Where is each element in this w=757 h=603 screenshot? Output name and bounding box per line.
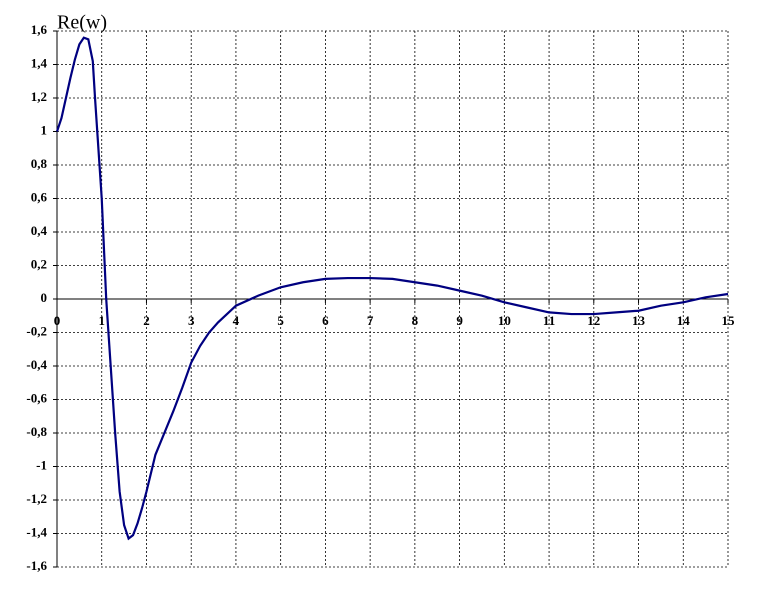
x-tick-label: 10 [498, 313, 511, 328]
y-tick-label: -1,4 [26, 524, 47, 539]
x-tick-label: 14 [677, 313, 691, 328]
x-tick-label: 15 [722, 313, 736, 328]
y-axis-label: Re(w) [57, 12, 107, 34]
x-tick-label: 9 [456, 313, 463, 328]
x-tick-label: 8 [412, 313, 419, 328]
y-tick-label: -1,6 [26, 558, 47, 573]
x-tick-label: 1 [98, 313, 105, 328]
line [55, 36, 729, 541]
x-tick-label: 3 [188, 313, 195, 328]
x-tick-label: 13 [632, 313, 646, 328]
y-tick-label: 1,4 [31, 55, 48, 70]
y-tick-label: 0 [41, 290, 48, 305]
y-tick-label: 0,4 [31, 223, 48, 238]
y-tick-label: 0,8 [31, 156, 48, 171]
y-tick-label: 1 [41, 122, 48, 137]
y-tick-label: 1,6 [31, 22, 48, 37]
y-tick-label: -1,2 [26, 491, 47, 506]
y-tick-label: 0,2 [31, 256, 47, 271]
x-tick-label: 6 [322, 313, 329, 328]
x-tick-label: 7 [367, 313, 374, 328]
x-tick-label: 5 [277, 313, 284, 328]
y-tick-label: -0,8 [26, 424, 47, 439]
y-tick-label: -0,4 [26, 357, 47, 372]
y-tick-label: -0,2 [26, 323, 47, 338]
x-tick-label: 4 [233, 313, 240, 328]
x-tick-label: 12 [587, 313, 600, 328]
y-tick-label: -1 [36, 457, 47, 472]
y-tick-label: 0,6 [31, 189, 48, 204]
y-tick-label: 1,2 [31, 89, 47, 104]
x-tick-label: 2 [143, 313, 150, 328]
y-tick-label: -0,6 [26, 390, 47, 405]
x-tick-label: 11 [543, 313, 555, 328]
